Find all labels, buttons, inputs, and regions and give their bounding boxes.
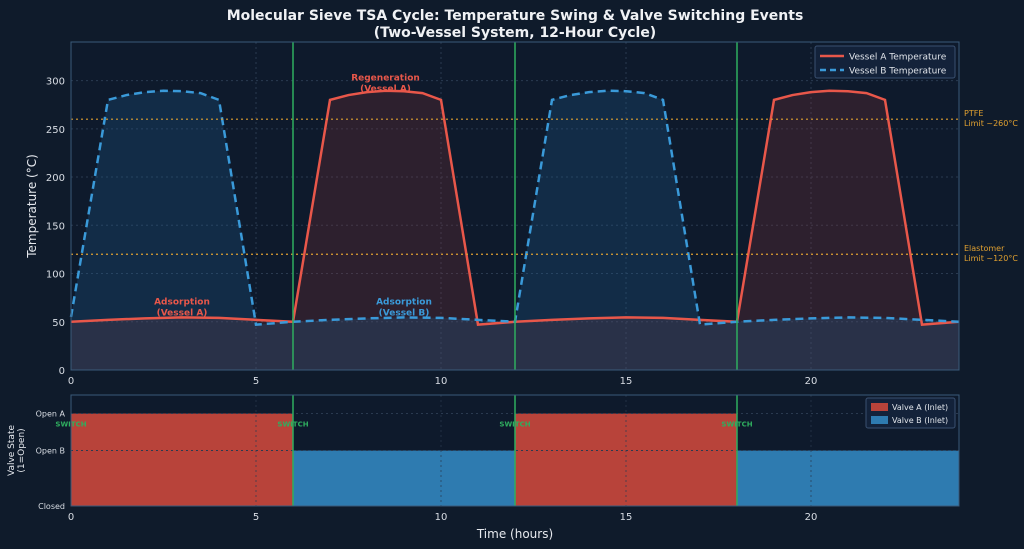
switch-label: SWITCH [721, 420, 752, 428]
valve-state-bar [293, 450, 515, 506]
x-tick-label: 10 [435, 376, 448, 387]
chart-subtitle: (Two-Vessel System, 12-Hour Cycle) [374, 25, 656, 41]
switch-label: SWITCH [499, 420, 530, 428]
annotation: Adsorption [376, 297, 432, 307]
legend-label: Vessel B Temperature [849, 67, 947, 77]
annotation: (Vessel A) [360, 85, 411, 95]
legend-box [814, 45, 956, 79]
annotation: Adsorption [154, 297, 210, 307]
reference-label: Limit ~260°C [964, 119, 1018, 128]
annotation: (Vessel A) [157, 308, 208, 318]
legend: Valve A (Inlet) Valve B (Inlet) [865, 397, 956, 429]
reference-label: PTFE [964, 109, 983, 118]
y-tick-label: Closed [38, 502, 65, 511]
x-tick-label: 5 [253, 376, 259, 387]
legend-box [865, 397, 956, 429]
y-tick-label: 300 [46, 77, 65, 88]
y-tick-label: 150 [46, 221, 65, 232]
y-axis-label: Valve State [7, 425, 17, 476]
x-tick-label: 5 [253, 512, 259, 523]
axes-frame [70, 41, 960, 371]
legend: Vessel A Temperature Vessel B Temperature [814, 45, 956, 79]
x-axis-label: Time (hours) [476, 527, 553, 541]
reference-label: Limit ~120°C [964, 254, 1018, 263]
chart-title: Molecular Sieve TSA Cycle: Temperature S… [227, 8, 804, 24]
series-fill [71, 90, 959, 370]
legend-swatch [871, 403, 888, 411]
axes-frame [70, 394, 960, 507]
reference-label: Elastomer [964, 244, 1005, 253]
y-tick-label: Open A [36, 410, 66, 419]
y-tick-label: 250 [46, 125, 65, 136]
y-axis-label: Temperature (°C) [25, 154, 39, 259]
valve-state-bar [515, 413, 737, 506]
y-tick-label: 0 [59, 366, 65, 377]
y-tick-label: 100 [46, 270, 65, 281]
valve-state-bar [71, 413, 293, 506]
y-tick-label: 200 [46, 173, 65, 184]
y-axis-label: (1=Open) [17, 428, 27, 472]
series-fill [71, 90, 959, 370]
valve-state-bar [737, 450, 959, 506]
x-tick-label: 10 [435, 512, 448, 523]
switch-label: SWITCH [277, 420, 308, 428]
y-tick-label: 50 [52, 318, 65, 329]
annotation: (Vessel B) [379, 308, 430, 318]
x-tick-label: 20 [805, 512, 818, 523]
x-tick-label: 0 [68, 376, 74, 387]
legend-label: Vessel A Temperature [849, 53, 947, 63]
legend-swatch [871, 416, 888, 424]
x-tick-label: 15 [620, 512, 633, 523]
x-tick-label: 20 [805, 376, 818, 387]
legend-label: Valve A (Inlet) [892, 403, 948, 412]
x-tick-label: 15 [620, 376, 633, 387]
annotation: Regeneration [351, 74, 420, 84]
x-tick-label: 0 [68, 512, 74, 523]
y-tick-label: Open B [36, 447, 65, 456]
legend-label: Valve B (Inlet) [892, 416, 948, 425]
